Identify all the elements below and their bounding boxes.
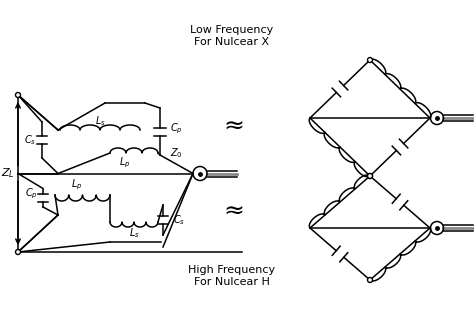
Text: $C_p$: $C_p$ <box>25 187 37 202</box>
Text: Low Frequency
For Nulcear X: Low Frequency For Nulcear X <box>191 25 273 46</box>
Circle shape <box>367 173 373 178</box>
Text: $L_p$: $L_p$ <box>119 156 131 170</box>
Circle shape <box>367 277 373 282</box>
Text: $C_p$: $C_p$ <box>170 122 183 136</box>
Text: $L_p$: $L_p$ <box>71 178 82 192</box>
Text: $Z_L$: $Z_L$ <box>1 167 15 180</box>
Circle shape <box>16 92 20 97</box>
Circle shape <box>367 173 373 178</box>
Text: $L_s$: $L_s$ <box>128 226 139 240</box>
Text: $\approx$: $\approx$ <box>219 198 245 222</box>
Circle shape <box>16 250 20 255</box>
Text: $L_s$: $L_s$ <box>95 114 105 128</box>
Text: $C_s$: $C_s$ <box>24 133 36 147</box>
Text: High Frequency
For Nulcear H: High Frequency For Nulcear H <box>189 265 275 287</box>
Text: $C_s$: $C_s$ <box>173 213 185 227</box>
Text: $Z_0$: $Z_0$ <box>170 146 183 160</box>
Text: $\approx$: $\approx$ <box>219 113 245 137</box>
Circle shape <box>367 57 373 62</box>
